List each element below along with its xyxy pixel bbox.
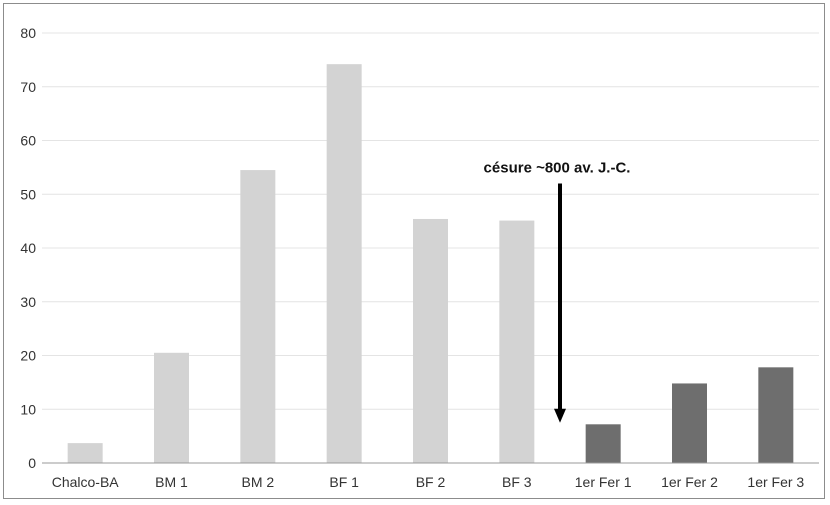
x-tick-label-bf-1: BF 1 — [329, 474, 359, 490]
bar-bf-3 — [499, 220, 535, 463]
y-tick-label-40: 40 — [20, 240, 36, 256]
y-tick-label-20: 20 — [20, 348, 36, 364]
y-tick-label-10: 10 — [20, 401, 36, 417]
x-tick-label-chalco-ba: Chalco-BA — [52, 474, 120, 490]
x-tick-label-bm-1: BM 1 — [155, 474, 188, 490]
y-tick-label-80: 80 — [20, 25, 36, 41]
bar-bm-2 — [240, 170, 276, 463]
y-tick-label-50: 50 — [20, 186, 36, 202]
annotation-arrow-head — [554, 408, 566, 423]
bar-1er-fer-1 — [585, 424, 621, 463]
y-axis-tick-labels: 0 10 20 30 40 50 60 70 80 — [20, 25, 36, 471]
bar-bm-1 — [154, 352, 189, 463]
x-tick-label-bf-2: BF 2 — [416, 474, 446, 490]
bar-chart: 0 10 20 30 40 50 60 70 80 Chalco-BA BM 1 BM 2 BF 1 B… — [20, 25, 819, 490]
bars — [67, 64, 794, 464]
bar-1er-fer-3 — [758, 367, 794, 463]
y-tick-label-60: 60 — [20, 133, 36, 149]
bar-1er-fer-2 — [672, 383, 707, 463]
x-tick-label-bm-2: BM 2 — [241, 474, 274, 490]
y-tick-label-70: 70 — [20, 79, 36, 95]
x-tick-label-1er-fer-1: 1er Fer 1 — [575, 474, 632, 490]
bar-bf-2 — [413, 218, 448, 463]
y-tick-label-0: 0 — [28, 455, 36, 471]
x-axis-category-labels: Chalco-BA BM 1 BM 2 BF 1 BF 2 BF 3 1er Fer 1 1e… — [52, 474, 805, 490]
x-tick-label-1er-fer-2: 1er Fer 2 — [661, 474, 718, 490]
chart-frame: 0 10 20 30 40 50 60 70 80 Chalco-BA BM 1 BM 2 BF 1 B… — [3, 3, 825, 499]
x-tick-label-bf-3: BF 3 — [502, 474, 532, 490]
annotation-text: césure ~800 av. J.-C. — [484, 160, 631, 177]
x-tick-label-1er-fer-3: 1er Fer 3 — [747, 474, 804, 490]
bar-bf-1 — [326, 64, 362, 464]
bar-chalco-ba — [67, 443, 103, 463]
y-tick-label-30: 30 — [20, 294, 36, 310]
